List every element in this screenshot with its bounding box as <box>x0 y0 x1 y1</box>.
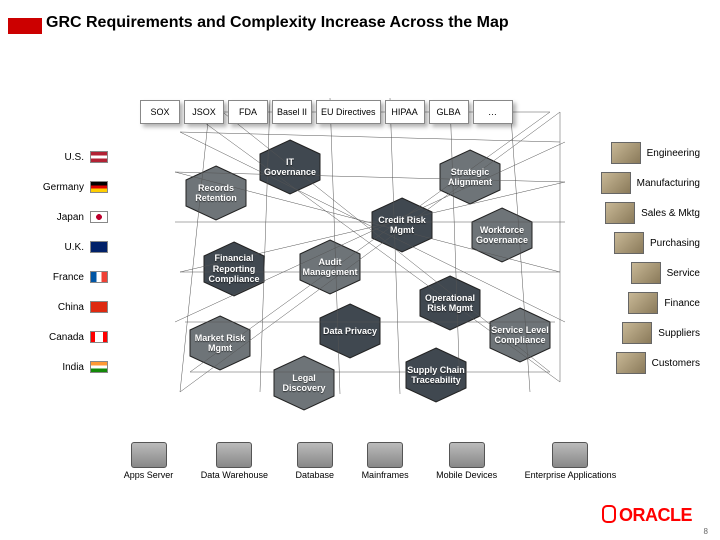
dept-row-0: Engineering <box>580 138 700 168</box>
hex-node-4: Workforce Governance <box>468 206 536 264</box>
infra-item-0: Apps Server <box>124 442 174 480</box>
infra-item-5: Enterprise Applications <box>525 442 617 480</box>
flag-icon <box>90 151 108 163</box>
hex-node-3: Credit Risk Mgmt <box>368 196 436 254</box>
country-row-1: Germany <box>36 172 126 202</box>
country-list: U.S. Germany Japan U.K. France China Canada Ind… <box>36 142 126 382</box>
hex-node-6: Audit Management <box>296 238 364 296</box>
country-row-3: U.K. <box>36 232 126 262</box>
dept-label: Customers <box>652 358 700 369</box>
oracle-logo: ORACLE <box>602 505 692 526</box>
flag-icon <box>90 211 108 223</box>
flag-icon <box>90 361 108 373</box>
page-number: 8 <box>704 527 708 536</box>
dept-image-icon <box>628 292 658 314</box>
infra-icon <box>216 442 252 468</box>
country-label: Germany <box>36 182 84 193</box>
country-label: India <box>36 362 84 373</box>
dept-image-icon <box>616 352 646 374</box>
hex-node-1: Records Retention <box>182 164 250 222</box>
accent-block <box>8 18 42 34</box>
department-list: Engineering Manufacturing Sales & Mktg Purc… <box>580 138 700 378</box>
country-label: U.K. <box>36 242 84 253</box>
dept-row-2: Sales & Mktg <box>580 198 700 228</box>
dept-row-6: Suppliers <box>580 318 700 348</box>
hex-node-7: Operational Risk Mgmt <box>416 274 484 332</box>
hex-node-9: Data Privacy <box>316 302 384 360</box>
hex-node-12: Supply Chain Traceability <box>402 346 470 404</box>
regulation-3: Basel II <box>272 100 312 124</box>
dept-row-7: Customers <box>580 348 700 378</box>
country-row-2: Japan <box>36 202 126 232</box>
dept-label: Manufacturing <box>637 178 700 189</box>
dept-image-icon <box>605 202 635 224</box>
hex-node-10: Service Level Compliance <box>486 306 554 364</box>
country-label: France <box>36 272 84 283</box>
regulation-row: SOXJSOXFDABasel IIEU DirectivesHIPAAGLBA… <box>140 100 513 124</box>
dept-row-5: Finance <box>580 288 700 318</box>
country-row-4: France <box>36 262 126 292</box>
infra-item-4: Mobile Devices <box>436 442 497 480</box>
dept-image-icon <box>611 142 641 164</box>
country-label: U.S. <box>36 152 84 163</box>
infra-item-1: Data Warehouse <box>201 442 268 480</box>
infra-icon <box>449 442 485 468</box>
dept-row-3: Purchasing <box>580 228 700 258</box>
country-label: Canada <box>36 332 84 343</box>
country-row-6: Canada <box>36 322 126 352</box>
country-row-7: India <box>36 352 126 382</box>
infra-label: Mainframes <box>362 470 409 480</box>
hex-node-11: Legal Discovery <box>270 354 338 412</box>
country-row-0: U.S. <box>36 142 126 172</box>
infra-label: Mobile Devices <box>436 470 497 480</box>
flag-icon <box>90 181 108 193</box>
infrastructure-row: Apps Server Data Warehouse Database Mainfra… <box>110 442 630 480</box>
dept-label: Finance <box>664 298 700 309</box>
dept-label: Service <box>667 268 700 279</box>
diagram-canvas: SOXJSOXFDABasel IIEU DirectivesHIPAAGLBA… <box>0 42 720 482</box>
hex-node-0: IT Governance <box>256 138 324 196</box>
regulation-0: SOX <box>140 100 180 124</box>
flag-icon <box>90 241 108 253</box>
infra-label: Data Warehouse <box>201 470 268 480</box>
infra-item-3: Mainframes <box>362 442 409 480</box>
dept-image-icon <box>622 322 652 344</box>
regulation-5: HIPAA <box>385 100 425 124</box>
dept-row-4: Service <box>580 258 700 288</box>
regulation-1: JSOX <box>184 100 224 124</box>
dept-image-icon <box>601 172 631 194</box>
regulation-6: GLBA <box>429 100 469 124</box>
infra-icon <box>297 442 333 468</box>
country-label: Japan <box>36 212 84 223</box>
flag-icon <box>90 331 108 343</box>
infra-icon <box>367 442 403 468</box>
infra-label: Apps Server <box>124 470 174 480</box>
country-row-5: China <box>36 292 126 322</box>
dept-image-icon <box>614 232 644 254</box>
dept-label: Suppliers <box>658 328 700 339</box>
hex-node-5: Financial Reporting Compliance <box>200 240 268 298</box>
regulation-7: … <box>473 100 513 124</box>
flag-icon <box>90 301 108 313</box>
regulation-2: FDA <box>228 100 268 124</box>
dept-label: Engineering <box>647 148 700 159</box>
hex-node-2: Strategic Alignment <box>436 148 504 206</box>
page-title: GRC Requirements and Complexity Increase… <box>46 14 509 32</box>
dept-label: Purchasing <box>650 238 700 249</box>
infra-label: Enterprise Applications <box>525 470 617 480</box>
dept-image-icon <box>631 262 661 284</box>
infra-icon <box>552 442 588 468</box>
dept-row-1: Manufacturing <box>580 168 700 198</box>
dept-label: Sales & Mktg <box>641 208 700 219</box>
flag-icon <box>90 271 108 283</box>
infra-label: Database <box>296 470 335 480</box>
infra-icon <box>131 442 167 468</box>
regulation-4: EU Directives <box>316 100 381 124</box>
hex-node-8: Market Risk Mgmt <box>186 314 254 372</box>
infra-item-2: Database <box>296 442 335 480</box>
country-label: China <box>36 302 84 313</box>
